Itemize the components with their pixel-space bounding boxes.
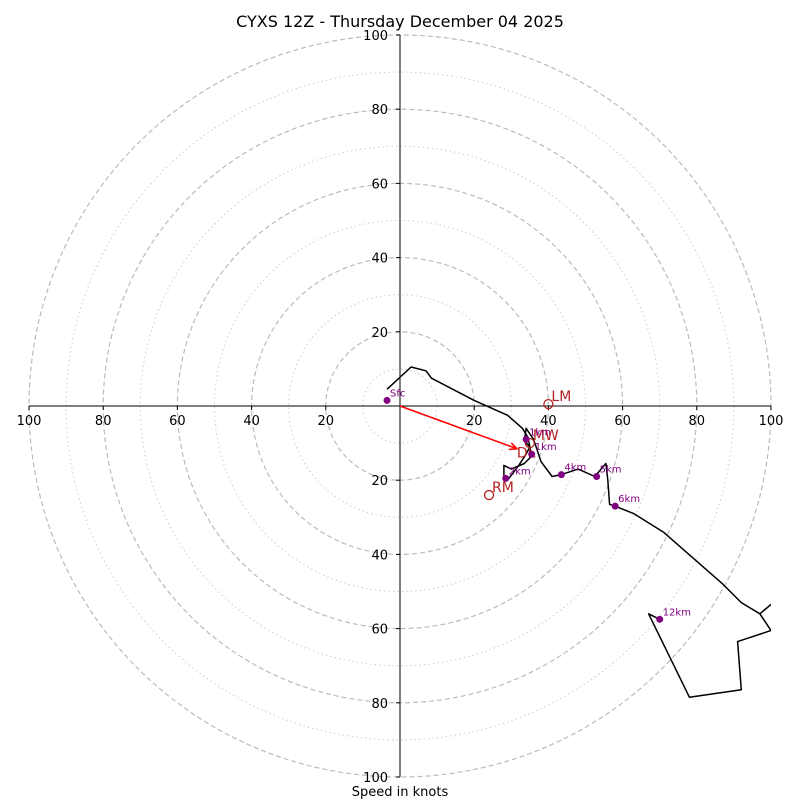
height-marker-label: 12km: [663, 607, 691, 618]
height-marker-label: 2km: [509, 466, 531, 477]
x-tick-label: 80: [689, 414, 706, 429]
chart-title: CYXS 12Z - Thursday December 04 2025: [236, 12, 564, 31]
y-tick-label: 60: [371, 177, 388, 192]
height-marker-dot: [528, 450, 536, 458]
height-marker-dot: [522, 435, 530, 443]
height-marker-label: 1km: [529, 427, 551, 438]
height-marker-dot: [656, 615, 664, 623]
x-tick-label: 40: [540, 414, 557, 429]
y-tick-label: 100: [363, 29, 388, 44]
mean-wind-label: DL: [517, 446, 536, 462]
y-tick-label: 20: [371, 326, 388, 341]
height-marker-label: Sfc: [390, 388, 405, 399]
storm-motion-label: LM: [551, 389, 571, 405]
x-tick-label: 60: [169, 414, 186, 429]
storm-motion-label: RM: [492, 480, 514, 496]
storm-motion-label: MW: [533, 428, 559, 444]
mean-wind-arrowhead: [508, 442, 519, 451]
axis-ticks: 100 80 60 40 20 20 40 60 80 100 100 80 60 40 20 20 40 60 8…: [17, 29, 784, 786]
height-marker-group: Sfc 1km 1km 2km 4km 5km 6km 12km: [383, 388, 691, 623]
x-axis-label: Speed in knots: [352, 785, 449, 800]
hodograph-trace: [386, 366, 771, 698]
height-marker-label: 5km: [600, 464, 622, 475]
height-marker-label: 4km: [564, 463, 586, 474]
x-tick-label: 40: [243, 414, 260, 429]
storm-motion-marker: [483, 489, 495, 501]
x-tick-label: 20: [466, 414, 483, 429]
height-marker-dot: [557, 471, 565, 479]
y-tick-label: 100: [363, 771, 388, 786]
hodograph-trace-group: [386, 366, 771, 698]
height-marker-dot: [383, 396, 391, 404]
mean-wind-vector: [399, 405, 518, 450]
y-tick-label: 80: [371, 103, 388, 118]
y-tick-label: 20: [371, 474, 388, 489]
x-tick-label: 60: [614, 414, 631, 429]
height-marker-dot: [611, 502, 619, 510]
height-marker-label: 6km: [618, 494, 640, 505]
y-tick-label: 40: [371, 252, 388, 267]
storm-motion-marker: [543, 398, 554, 410]
y-tick-label: 80: [371, 697, 388, 712]
x-tick-label: 20: [318, 414, 335, 429]
y-tick-label: 40: [371, 548, 388, 563]
x-tick-label: 100: [759, 414, 784, 429]
height-marker-dot: [502, 474, 510, 482]
x-tick-label: 80: [95, 414, 112, 429]
storm-motion-marker: [524, 437, 535, 449]
x-tick-label: 100: [17, 414, 42, 429]
vector-group: DL: [399, 405, 536, 462]
height-marker-label: 1km: [535, 442, 557, 453]
storm-motion-group: LM RM MW: [483, 389, 571, 501]
height-marker-dot: [593, 472, 601, 480]
y-tick-label: 60: [371, 623, 388, 638]
